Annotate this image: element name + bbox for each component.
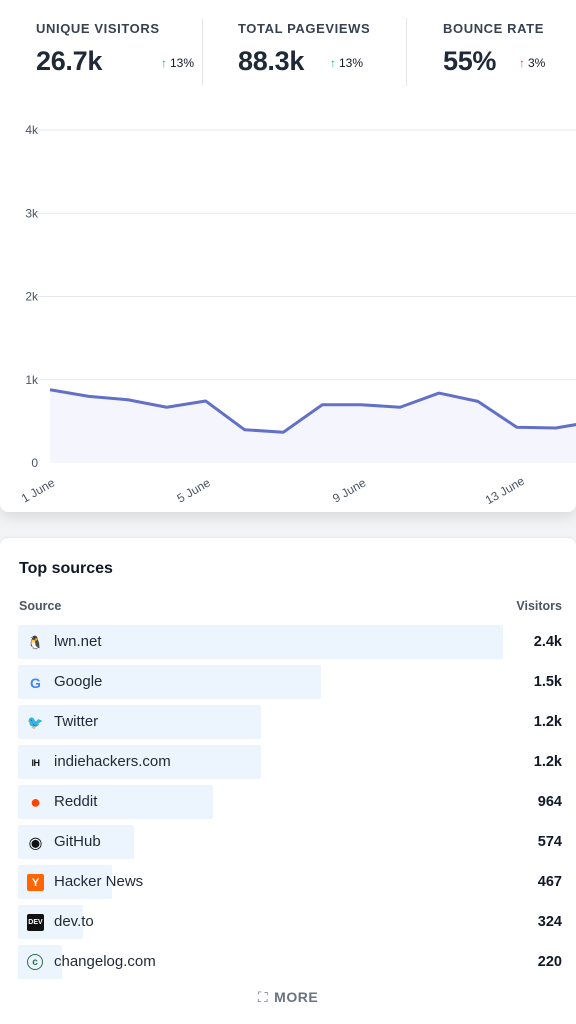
series-line <box>49 388 576 434</box>
y-tick-label: 4k <box>25 123 39 137</box>
source-visitors: 467 <box>537 874 562 890</box>
source-row[interactable]: ● Reddit 964 <box>18 785 564 819</box>
hacker-news-icon: Y <box>27 874 44 891</box>
metric-label: TOTAL PAGEVIEWS <box>238 21 371 36</box>
source-row[interactable]: Y Hacker News 467 <box>18 865 564 899</box>
source-visitors: 1.2k <box>533 714 562 730</box>
source-bar <box>18 745 261 779</box>
visitors-chart[interactable]: 0 1k 2k 3k 4k 1 June 5 June 9 June 13 June <box>0 110 576 510</box>
source-row[interactable]: IH indiehackers.com 1.2k <box>18 745 564 779</box>
y-tick-label: 0 <box>31 456 38 470</box>
source-name: GitHub <box>54 833 101 850</box>
y-tick-label: 3k <box>25 206 39 220</box>
reddit-icon: ● <box>30 792 41 812</box>
more-label: MORE <box>274 989 319 1005</box>
source-visitors: 574 <box>537 834 562 850</box>
source-row[interactable]: 🐦 Twitter 1.2k <box>18 705 564 739</box>
metric-change-value: 3% <box>528 56 546 70</box>
metric-change-value: 13% <box>170 56 195 70</box>
column-header-visitors: Visitors <box>516 599 562 613</box>
metric-change: ↑ 13% <box>330 56 363 70</box>
more-button[interactable]: ⛶ MORE <box>0 989 576 1006</box>
source-row[interactable]: G Google 1.5k <box>18 665 564 699</box>
y-tick-label: 2k <box>25 290 39 304</box>
source-bar <box>18 625 503 659</box>
twitter-icon: 🐦 <box>27 714 44 730</box>
arrow-up-icon: ↑ <box>519 56 525 70</box>
source-visitors: 964 <box>537 794 562 810</box>
metric-label: UNIQUE VISITORS <box>36 21 160 36</box>
devto-icon: DEV <box>27 914 44 931</box>
source-name: Google <box>54 673 103 690</box>
column-header-source: Source <box>19 599 62 613</box>
y-tick-label: 1k <box>25 373 39 387</box>
source-name: changelog.com <box>54 953 156 970</box>
source-visitors: 1.2k <box>533 754 562 770</box>
source-visitors: 220 <box>537 954 562 970</box>
lwn-penguin-icon: 🐧 <box>27 634 44 650</box>
area-fill <box>50 389 576 463</box>
divider <box>406 18 407 86</box>
x-tick-label: 9 June <box>330 475 368 505</box>
divider <box>202 18 203 86</box>
metric-value: 26.7k <box>36 46 103 76</box>
source-visitors: 2.4k <box>533 634 562 650</box>
source-name: Twitter <box>54 713 99 730</box>
source-name: Reddit <box>54 793 98 810</box>
x-tick-label: 5 June <box>174 475 212 505</box>
source-name: indiehackers.com <box>54 753 171 770</box>
section-title: Top sources <box>19 560 113 577</box>
github-icon: ◉ <box>28 834 43 852</box>
arrow-up-icon: ↑ <box>161 56 167 70</box>
metric-label: BOUNCE RATE <box>443 21 544 36</box>
x-tick-label: 1 June <box>19 475 57 505</box>
arrow-up-icon: ↑ <box>330 56 336 70</box>
source-bar <box>18 785 213 819</box>
expand-icon: ⛶ <box>257 989 269 1005</box>
source-bar <box>18 825 134 859</box>
changelog-icon: c <box>27 954 43 970</box>
source-row[interactable]: c changelog.com 220 <box>18 945 564 979</box>
source-bar <box>18 705 261 739</box>
google-icon: G <box>30 674 41 691</box>
x-tick-label: 13 June <box>483 474 527 508</box>
top-sources-card: Top sources Source Visitors 🐧 lwn.net 2.4k… <box>0 538 576 1024</box>
metric-value: 55% <box>443 46 497 76</box>
metric-change-value: 13% <box>339 56 364 70</box>
source-visitors: 1.5k <box>533 674 562 690</box>
source-row[interactable]: 🐧 lwn.net 2.4k <box>18 625 564 659</box>
source-bar <box>18 665 321 699</box>
metric-value: 88.3k <box>238 46 305 76</box>
source-row[interactable]: DEV dev.to 324 <box>18 905 564 939</box>
source-name: dev.to <box>54 913 94 930</box>
stats-card: UNIQUE VISITORS 26.7k ↑ 13% TOTAL PAGEVIE… <box>0 0 576 512</box>
metric-change: ↑ 13% <box>161 56 194 70</box>
source-name: Hacker News <box>54 873 144 890</box>
metric-change: ↑ 3% <box>519 56 545 70</box>
source-row[interactable]: ◉ GitHub 574 <box>18 825 564 859</box>
source-visitors: 324 <box>537 914 562 930</box>
source-name: lwn.net <box>54 633 102 650</box>
indiehackers-icon: IH <box>31 757 41 768</box>
